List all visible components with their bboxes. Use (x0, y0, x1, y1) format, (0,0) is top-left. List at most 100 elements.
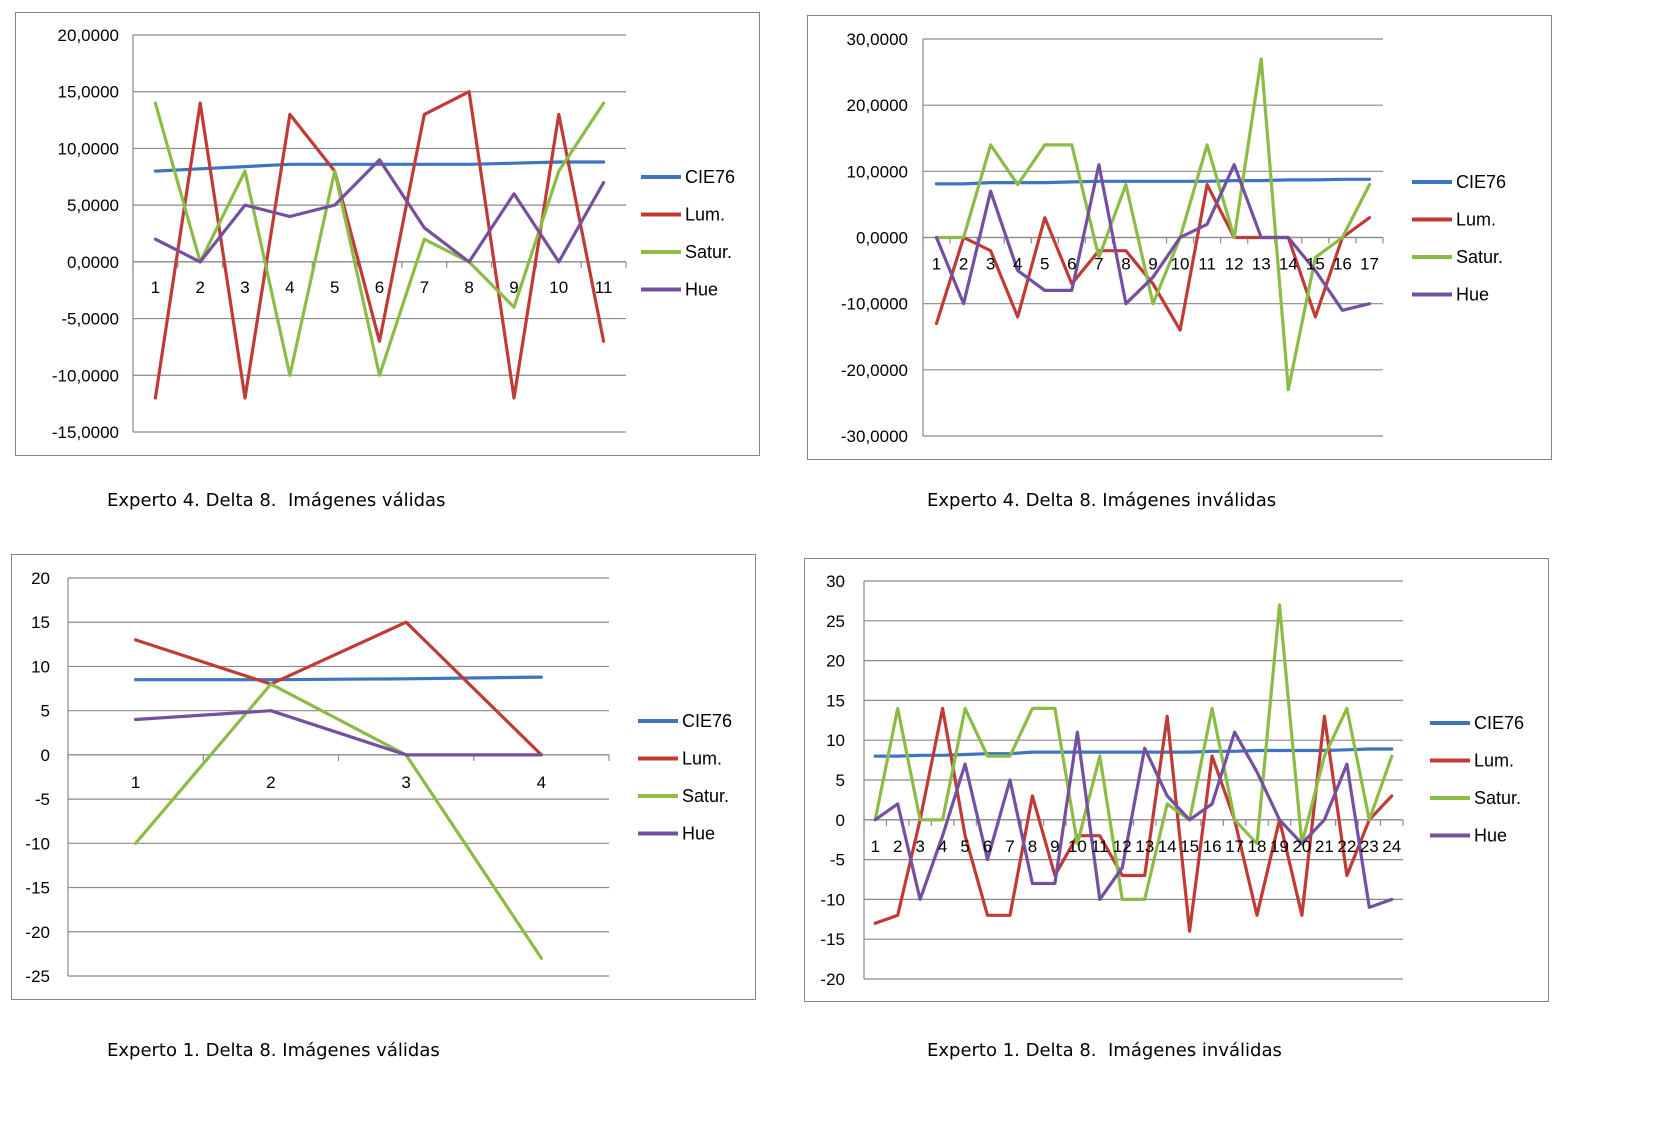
x-tick-label: 6 (983, 837, 992, 856)
x-tick-label: 5 (330, 278, 339, 297)
x-tick-label: 10 (549, 278, 568, 297)
y-tick-label: -15 (25, 879, 50, 898)
x-tick-label: 20 (1292, 837, 1311, 856)
series-line-cie76 (153, 160, 606, 173)
series-line-satur (133, 682, 544, 960)
x-tick-label: 5 (1040, 255, 1049, 274)
legend-label: Lum. (682, 749, 722, 769)
series-line-hue (934, 163, 1372, 312)
y-tick-label: 5 (836, 771, 845, 790)
x-tick-label: 3 (915, 837, 924, 856)
x-tick-label: 7 (1005, 837, 1014, 856)
line-chart-1: 20,0000 15,0000 10,0000 5,0000 0,0000 -5,0000… (52, 26, 735, 442)
y-tick-label: 30,0000 (847, 30, 908, 49)
y-tick-label: 15 (31, 613, 50, 632)
x-tick-label: 13 (1252, 255, 1271, 274)
x-tick-label: 17 (1360, 255, 1379, 274)
y-tick-label: 20,0000 (58, 26, 119, 45)
chart-panel-2: 30,0000 20,0000 10,0000 0,0000 -10,0000 -20,0… (807, 15, 1552, 460)
legend-label: Hue (685, 280, 718, 300)
y-tick-label: -10,0000 (841, 295, 908, 314)
series-line-hue (153, 158, 606, 264)
y-tick-label: 15,0000 (58, 83, 119, 102)
chart-panel-4: 30 25 20 15 10 5 0 -5 -10 -15 -20 1 2 3 4 5 6 7 8 9 10 11 12 13… (804, 558, 1549, 1002)
x-tick-label: 12 (1113, 837, 1132, 856)
line-chart-3: 20 15 10 5 0 -5 -10 -15 -20 -25 1 2 3 4 CIE76 Lum. Satur… (25, 569, 732, 986)
x-tick-label: 6 (375, 278, 384, 297)
y-tick-label: 10 (31, 657, 50, 676)
legend-label: Satur. (682, 786, 729, 806)
y-tick-label: 10,0000 (58, 139, 119, 158)
legend-label: CIE76 (1474, 713, 1524, 733)
x-tick-label: 12 (1225, 255, 1244, 274)
y-tick-label: -25 (25, 967, 50, 986)
x-tick-label: 1 (151, 278, 160, 297)
x-tick-label: 10 (1068, 837, 1087, 856)
x-tick-label: 24 (1382, 837, 1401, 856)
y-tick-label: -10 (25, 834, 50, 853)
x-tick-label: 17 (1225, 837, 1244, 856)
x-tick-label: 3 (240, 278, 249, 297)
legend-label: Satur. (685, 242, 732, 262)
legend-label: CIE76 (1456, 172, 1506, 192)
x-tick-label: 3 (401, 773, 410, 792)
series-line-lum (153, 90, 606, 400)
y-tick-label: 10 (826, 731, 845, 750)
y-tick-label: -20,0000 (841, 361, 908, 380)
x-tick-label: 3 (986, 255, 995, 274)
legend-label: Lum. (685, 205, 725, 225)
series-line-satur (153, 101, 606, 377)
x-tick-label: 19 (1270, 837, 1289, 856)
x-tick-label: 11 (1091, 837, 1109, 856)
y-tick-label: 20 (826, 652, 845, 671)
y-tick-label: -10,0000 (52, 366, 119, 385)
x-tick-label: 1 (131, 773, 140, 792)
x-tick-label: 8 (1028, 837, 1037, 856)
chart-panel-3: 20 15 10 5 0 -5 -10 -15 -20 -25 1 2 3 4 CIE76 Lum. Satur… (11, 554, 756, 1000)
x-tick-label: 2 (893, 837, 902, 856)
x-tick-label: 7 (420, 278, 429, 297)
y-tick-label: 0 (836, 811, 845, 830)
x-tick-label: 5 (960, 837, 969, 856)
series-line-lum (873, 706, 1394, 933)
x-tick-label: 13 (1135, 837, 1154, 856)
legend-label: Lum. (1456, 210, 1496, 230)
x-tick-label: 9 (1148, 255, 1157, 274)
x-tick-label: 21 (1315, 837, 1334, 856)
y-tick-label: 0 (41, 746, 50, 765)
y-tick-label: 5 (41, 702, 50, 721)
x-tick-label: 6 (1067, 255, 1076, 274)
y-tick-label: -20 (820, 970, 845, 989)
x-tick-label: 2 (959, 255, 968, 274)
x-tick-label: 16 (1203, 837, 1222, 856)
x-tick-label: 23 (1360, 837, 1379, 856)
x-tick-label: 1 (932, 255, 941, 274)
legend-label: Satur. (1474, 788, 1521, 808)
x-tick-label: 16 (1333, 255, 1352, 274)
legend-label: Lum. (1474, 751, 1514, 771)
x-tick-label: 4 (938, 837, 947, 856)
y-tick-label: 20,0000 (847, 96, 908, 115)
line-chart-2: 30,0000 20,0000 10,0000 0,0000 -10,0000 -20,0… (841, 30, 1506, 446)
y-tick-label: -5,0000 (61, 310, 119, 329)
caption-1: Experto 4. Delta 8. Imágenes válidas (107, 490, 446, 511)
x-tick-label: 14 (1158, 837, 1177, 856)
x-tick-label: 10 (1171, 255, 1190, 274)
series-line-cie76 (934, 177, 1372, 186)
y-tick-label: -10 (820, 890, 845, 909)
series-line-satur (934, 57, 1372, 392)
y-tick-label: 30 (826, 572, 845, 591)
x-tick-label: 8 (464, 278, 473, 297)
legend-label: Hue (682, 824, 715, 844)
x-tick-label: 11 (595, 278, 613, 297)
x-tick-label: 8 (1121, 255, 1130, 274)
x-tick-label: 15 (1306, 255, 1325, 274)
caption-3: Experto 1. Delta 8. Imágenes válidas (107, 1040, 440, 1061)
series-line-cie76 (133, 675, 544, 682)
y-tick-label: 20 (31, 569, 50, 588)
x-tick-label: 11 (1198, 255, 1216, 274)
y-tick-label: 5,0000 (67, 196, 119, 215)
caption-4: Experto 1. Delta 8. Imágenes inválidas (927, 1040, 1282, 1061)
caption-2: Experto 4. Delta 8. Imágenes inválidas (927, 490, 1277, 511)
series-line-satur (873, 603, 1394, 901)
